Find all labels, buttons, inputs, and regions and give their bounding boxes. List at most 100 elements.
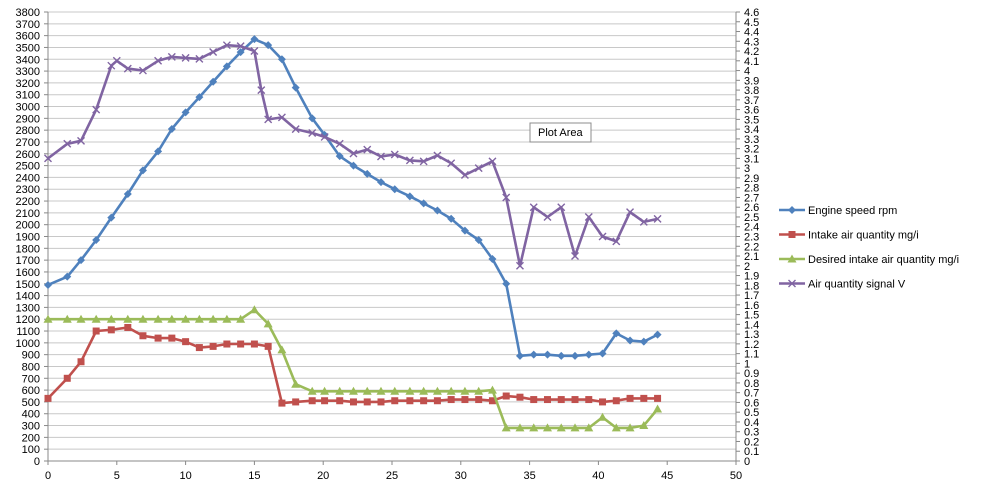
data-point	[278, 399, 286, 407]
data-point	[77, 136, 86, 145]
data-point	[639, 421, 649, 430]
data-point	[501, 423, 511, 432]
x-tick-label: 45	[661, 470, 673, 482]
right-tick-label: 0.2	[744, 436, 759, 448]
data-point	[598, 412, 608, 421]
data-point	[291, 379, 301, 388]
right-axis-tick-labels: 00.10.20.30.40.50.60.70.80.911.11.21.31.…	[744, 7, 759, 468]
data-point	[488, 157, 497, 166]
data-point	[598, 232, 607, 241]
data-point	[222, 41, 231, 50]
data-point	[63, 272, 72, 281]
right-tick-label: 0.5	[744, 407, 759, 419]
left-tick-label: 3500	[16, 42, 40, 54]
data-point	[292, 398, 300, 406]
legend-label: Engine speed rpm	[808, 205, 897, 217]
data-point	[307, 386, 317, 395]
left-tick-label: 0	[34, 456, 40, 468]
right-tick-label: 0.9	[744, 368, 759, 380]
data-point	[123, 314, 133, 323]
data-point	[320, 386, 330, 395]
data-point	[195, 93, 204, 102]
data-point	[335, 152, 344, 161]
x-tick-label: 15	[248, 470, 260, 482]
data-point	[543, 396, 551, 404]
data-point	[349, 398, 357, 406]
left-tick-label: 2300	[16, 184, 40, 196]
data-point	[377, 398, 385, 406]
right-tick-label: 0.1	[744, 446, 759, 458]
data-point	[154, 56, 163, 65]
data-point	[138, 166, 147, 175]
data-point	[529, 423, 539, 432]
data-point	[92, 327, 100, 335]
data-point	[138, 66, 147, 75]
data-point	[44, 394, 52, 402]
data-point	[291, 125, 300, 134]
right-tick-label: 4.3	[744, 36, 759, 48]
gridlines	[48, 11, 736, 450]
data-point	[264, 342, 272, 350]
data-point	[516, 393, 524, 401]
right-tick-label: 3.7	[744, 95, 759, 107]
right-tick-label: 1.1	[744, 349, 759, 361]
left-tick-label: 100	[22, 444, 40, 456]
data-point	[257, 86, 266, 95]
x-tick-label: 50	[730, 470, 742, 482]
data-point	[557, 203, 566, 212]
left-tick-label: 2900	[16, 113, 40, 125]
data-point	[571, 396, 579, 404]
data-point	[222, 314, 232, 323]
data-point	[584, 350, 593, 359]
data-point	[107, 213, 116, 222]
left-tick-label: 2800	[16, 125, 40, 137]
data-point	[237, 340, 245, 348]
left-tick-label: 200	[22, 432, 40, 444]
data-point	[168, 334, 176, 342]
data-point	[654, 394, 662, 402]
right-tick-label: 0	[744, 456, 750, 468]
data-point	[335, 139, 344, 148]
data-point	[181, 108, 190, 117]
data-point	[460, 386, 470, 395]
data-point	[488, 397, 496, 405]
right-tick-label: 3	[744, 163, 750, 175]
data-point	[432, 386, 442, 395]
legend-marker	[788, 206, 796, 214]
right-tick-label: 1.8	[744, 280, 759, 292]
data-point	[308, 129, 317, 138]
data-point	[390, 185, 399, 194]
data-point	[195, 344, 203, 352]
data-point	[420, 397, 428, 405]
data-point	[556, 423, 566, 432]
right-tick-label: 1.3	[744, 329, 759, 341]
right-tick-label: 0.7	[744, 388, 759, 400]
data-point	[475, 396, 483, 404]
data-point	[77, 256, 86, 265]
data-point	[308, 114, 317, 123]
data-point	[277, 113, 286, 122]
right-tick-label: 1.9	[744, 271, 759, 283]
data-point	[250, 340, 258, 348]
left-tick-label: 2000	[16, 220, 40, 232]
data-point	[530, 396, 538, 404]
data-point	[167, 314, 177, 323]
data-point	[363, 398, 371, 406]
right-tick-label: 2.9	[744, 173, 759, 185]
data-point	[263, 319, 273, 328]
data-point	[502, 193, 511, 202]
x-tick-label: 0	[45, 470, 51, 482]
left-tick-label: 900	[22, 350, 40, 362]
left-tick-label: 1700	[16, 255, 40, 267]
data-point	[626, 208, 635, 217]
left-tick-label: 500	[22, 397, 40, 409]
data-point	[112, 56, 121, 65]
data-point	[529, 203, 538, 212]
right-tick-label: 4.6	[744, 7, 759, 19]
data-point	[195, 54, 204, 63]
data-point	[639, 337, 648, 346]
right-tick-label: 3.4	[744, 124, 759, 136]
data-point	[543, 350, 552, 359]
data-point	[474, 164, 483, 173]
